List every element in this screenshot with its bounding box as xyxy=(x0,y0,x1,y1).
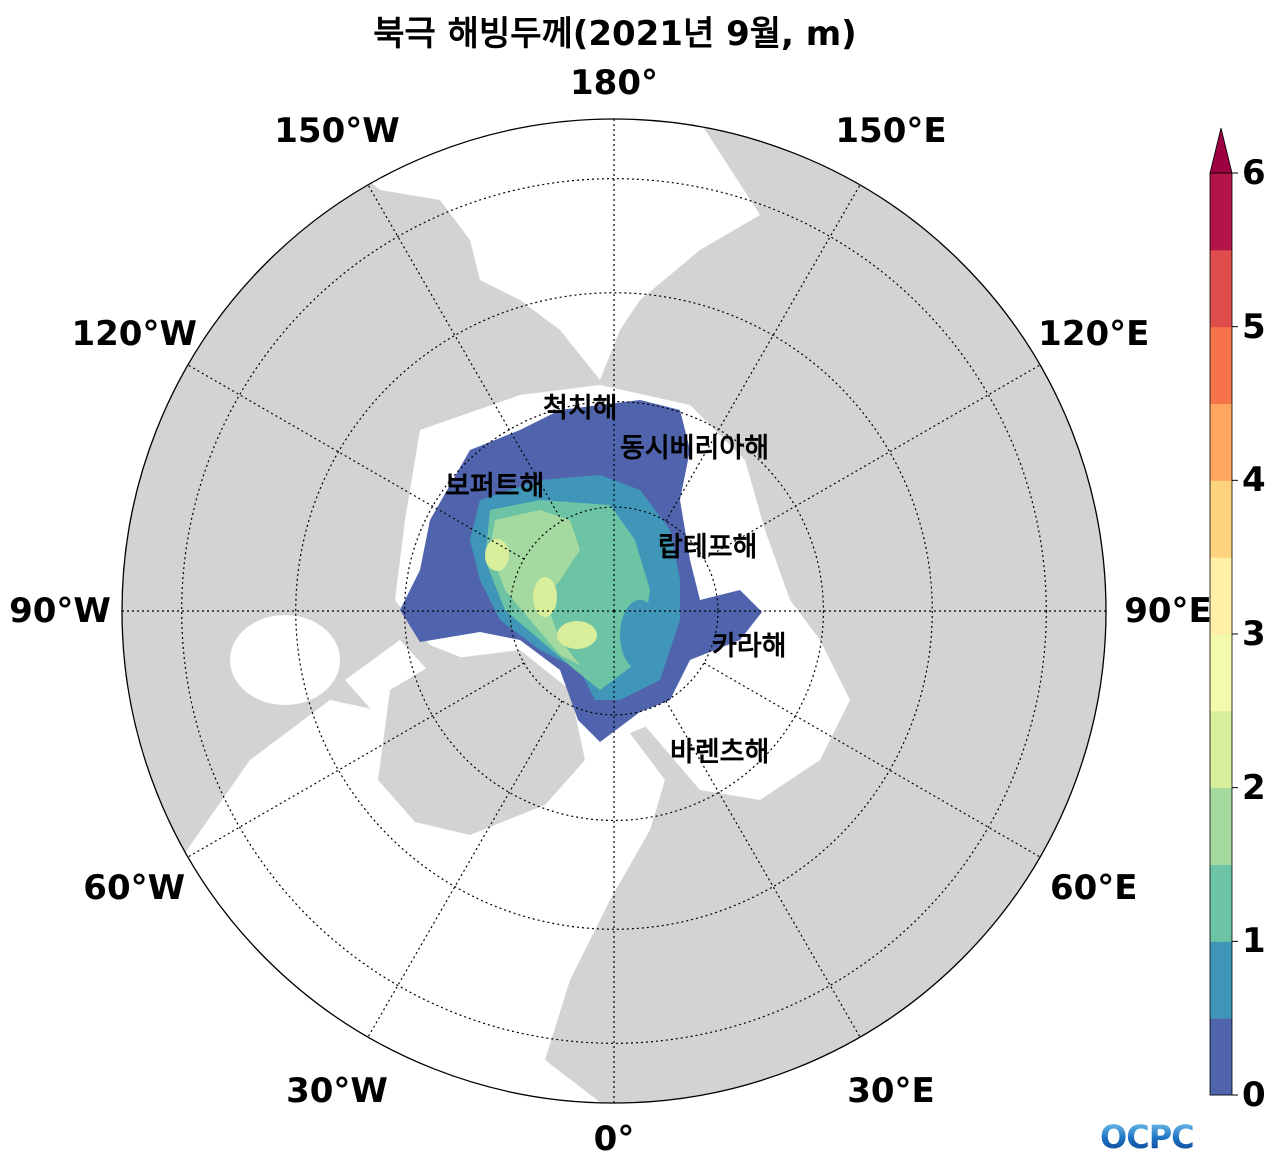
ocpc-logo: OCPC xyxy=(1100,1118,1195,1156)
colorbar-tick-label: 2 xyxy=(1242,767,1266,808)
ice-2-2.5 xyxy=(557,621,597,649)
colorbar-tick-label: 0 xyxy=(1242,1075,1266,1115)
colorbar-level xyxy=(1210,634,1232,712)
colorbar-level xyxy=(1210,480,1232,558)
colorbar-extend-arrow xyxy=(1209,127,1233,174)
latitude-circle xyxy=(403,400,825,822)
colorbar-level xyxy=(1210,710,1232,789)
colorbar-level xyxy=(1210,249,1232,328)
colorbar-tick-label: 6 xyxy=(1242,153,1266,193)
longitude-label: 180° xyxy=(570,63,658,103)
longitude-label: 150°W xyxy=(274,111,400,152)
colorbar-level xyxy=(1210,787,1232,865)
longitude-label: 30°W xyxy=(286,1070,388,1111)
latitude-circle xyxy=(181,178,1047,1044)
colorbar-tick-label: 4 xyxy=(1242,460,1266,501)
colorbar-level xyxy=(1210,1018,1232,1096)
barents-kara-sea xyxy=(640,660,850,800)
ice-2-2.5 xyxy=(485,539,509,571)
colorbar-tick-label: 5 xyxy=(1242,306,1266,347)
colorbar-level xyxy=(1210,941,1232,1019)
longitude-label: 150°E xyxy=(835,111,947,152)
longitude-label: 60°W xyxy=(83,868,186,908)
hudson-bay xyxy=(230,615,340,705)
colorbar-level xyxy=(1210,864,1232,942)
longitude-label: 30°E xyxy=(847,1070,935,1111)
longitude-label: 90°W xyxy=(9,591,111,631)
longitude-label: 60°E xyxy=(1049,868,1138,908)
colorbar-level xyxy=(1210,326,1232,404)
ice-2-2.5 xyxy=(533,577,557,617)
colorbar-level xyxy=(1210,557,1232,635)
sea-label-beaufort: 보퍼트해 xyxy=(445,471,545,502)
greenland xyxy=(378,650,585,835)
colorbar xyxy=(1209,127,1238,1096)
longitude-label: 0° xyxy=(593,1119,635,1159)
colorbar-tick-label: 1 xyxy=(1242,921,1266,962)
sea-label-kara: 카라해 xyxy=(712,631,787,662)
ice-0.5-1-pocket xyxy=(620,600,660,670)
colorbar-tick-label: 3 xyxy=(1242,614,1266,654)
sea-label-east-siberian: 동시베리아해 xyxy=(620,433,770,464)
longitude-label: 90°E xyxy=(1124,591,1212,631)
colorbar-level xyxy=(1210,403,1232,481)
sea-label-laptev: 랍테프해 xyxy=(658,532,758,563)
longitude-label: 120°E xyxy=(1038,314,1150,354)
colorbar-level xyxy=(1210,173,1232,251)
longitude-label: 120°W xyxy=(71,314,197,354)
pacific-ocean xyxy=(330,119,760,380)
map-title: 북극 해빙두께(2021년 9월, m) xyxy=(373,14,857,54)
latitude-circle xyxy=(295,292,933,930)
latitude-circle xyxy=(509,506,719,716)
sea-label-chukchi: 척치해 xyxy=(543,393,618,424)
map-boundary xyxy=(121,118,1107,1104)
sea-label-barents: 바렌츠해 xyxy=(670,737,770,768)
graticule xyxy=(122,119,1106,1103)
